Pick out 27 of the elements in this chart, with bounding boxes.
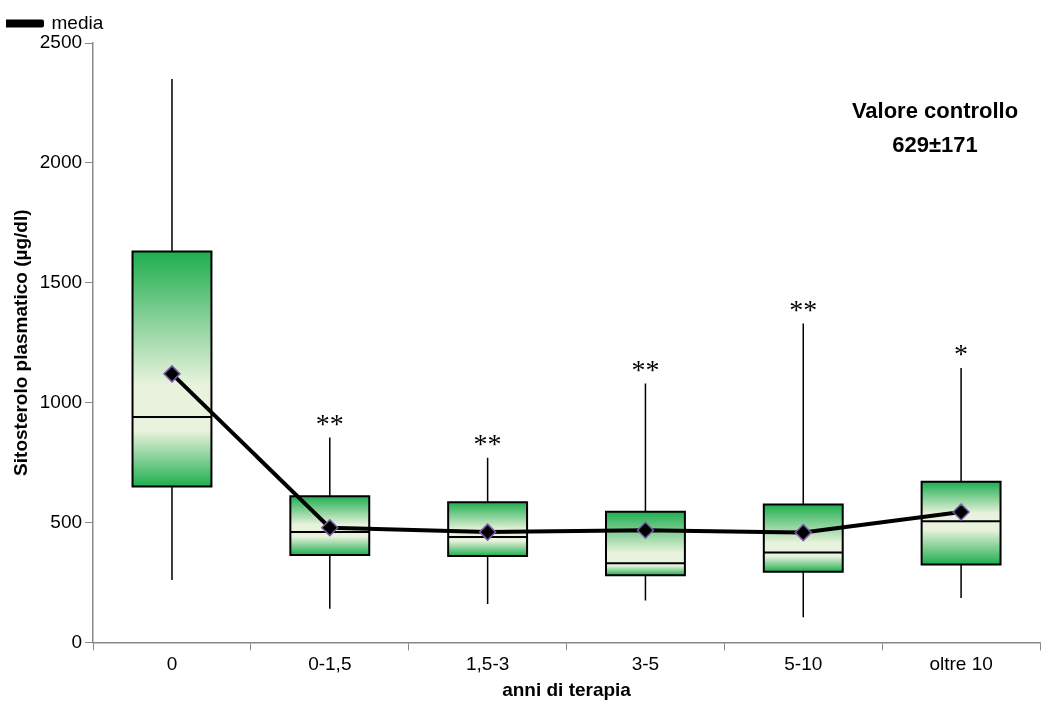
x-tick-label: oltre 10: [929, 653, 993, 675]
x-axis-title: anni di terapia: [502, 678, 632, 700]
x-tick-label: 0-1,5: [308, 653, 352, 675]
point: [478, 523, 497, 541]
x-tick-label: 1,5-3: [465, 653, 510, 675]
point: [952, 503, 970, 521]
y-tick-label: 2000: [39, 151, 83, 173]
x-tick-label: 3-5: [631, 653, 660, 675]
y-axis-title: Sitosterolo plasmatico (µg/dl): [9, 209, 31, 476]
x-tick-label: 0: [166, 653, 178, 675]
point: [636, 521, 655, 539]
x-tick-label: 5-10: [784, 653, 823, 675]
y-tick-label: 1500: [39, 270, 83, 292]
annotation: *: [954, 338, 969, 370]
annotation: **: [631, 353, 660, 385]
y-tick-label: 500: [50, 510, 83, 532]
y-tick-label: 2500: [39, 31, 83, 53]
annotation: **: [315, 407, 344, 439]
annotation: **: [473, 428, 502, 460]
annotation: **: [789, 293, 818, 325]
y-tick-label: 0: [71, 630, 83, 652]
point: [321, 519, 339, 537]
point: [163, 365, 181, 383]
legend-label: media: [51, 11, 104, 33]
annotation: Valore controllo 629±171: [851, 98, 1019, 158]
point: [794, 523, 813, 542]
y-tick-label: 1000: [39, 390, 83, 412]
